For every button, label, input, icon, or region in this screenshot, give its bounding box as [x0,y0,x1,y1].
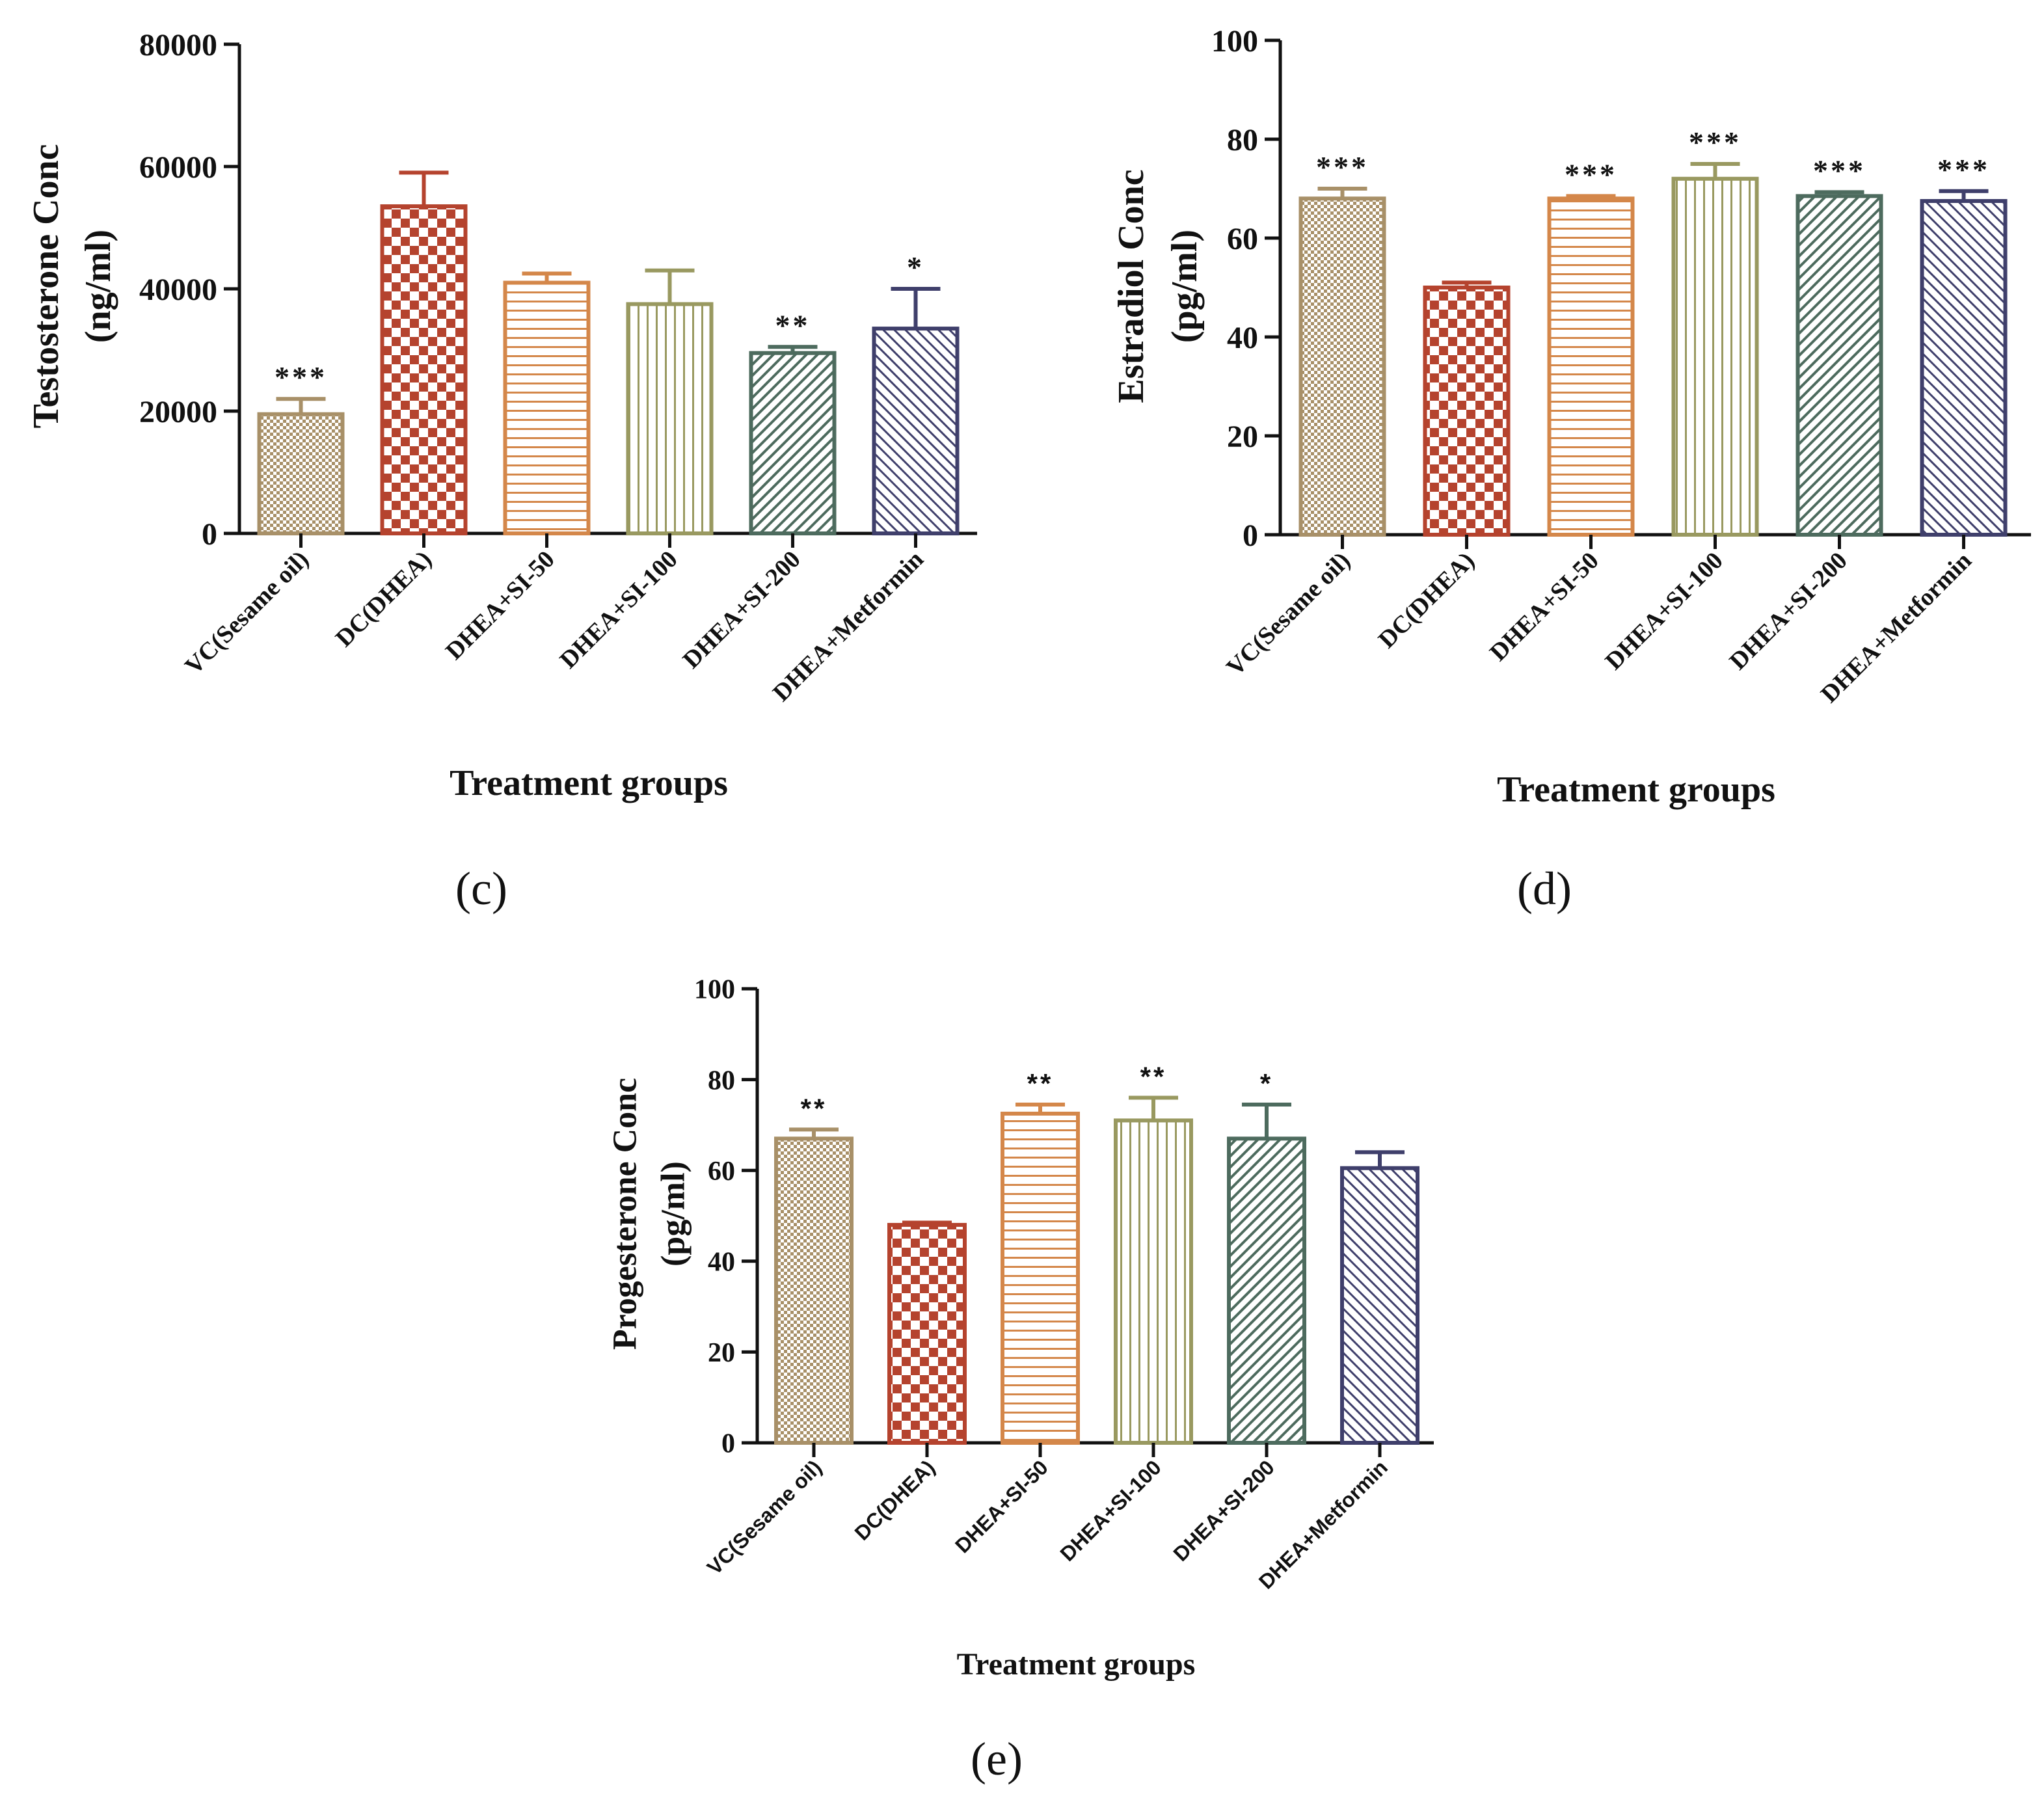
y-tick-label: 40 [708,1248,735,1278]
bar-metformin [1920,199,2008,537]
y-axis-label: Progesterone Conc [607,1078,644,1350]
category-label-dc: DC(DHEA) [330,546,437,652]
bar-si200 [1795,194,1883,537]
bar-dc [887,1222,967,1445]
panel-label-d: (d) [1517,863,1572,915]
x-axis-label: Treatment groups [957,1647,1196,1682]
category-label-dc: DC(DHEA) [1373,547,1480,654]
significance-si50: *** [1565,157,1617,191]
significance-si200: *** [1813,154,1866,187]
category-label-si200: DHEA+SI-200 [678,546,806,674]
category-label-vc: VC(Sesame oil) [703,1455,826,1579]
significance-si100: ** [1140,1062,1167,1092]
bar-si50 [1001,1111,1080,1445]
y-axis-unit: (ng/ml) [78,230,118,343]
bar-si200 [1227,1136,1306,1445]
category-label-si100: DHEA+SI-100 [1600,547,1728,675]
bar-si200 [749,351,837,535]
category-label-si200: DHEA+SI-200 [1725,547,1853,675]
bar-si50 [1547,196,1635,537]
y-tick-label: 0 [202,517,217,552]
category-label-si100: DHEA+SI-100 [1055,1455,1165,1565]
y-tick-label: 100 [1211,24,1258,59]
category-label-si50: DHEA+SI-50 [1485,547,1604,667]
y-tick-label: 80 [1227,123,1258,157]
y-tick-label: 80000 [139,28,217,62]
bar-si100 [626,302,714,535]
y-axis-label: Testosterone Conc [26,144,66,428]
x-axis-label: Treatment groups [1497,770,1775,810]
significance-si50: ** [1027,1068,1054,1099]
y-tick-label: 100 [694,975,735,1005]
chart-estradiol: 0 20 40 60 80 100 *** VC(Sesame oil) DC(DHEA) ***… [1111,24,2031,810]
category-label-si100: DHEA+SI-100 [555,546,683,674]
significance-metformin: * [907,250,924,284]
significance-si100: *** [1689,126,1741,159]
y-tick-label: 40000 [139,273,217,307]
bar-metformin [1340,1166,1419,1445]
bar-vc [1298,196,1386,537]
significance-vc: *** [1316,150,1369,183]
bar-metformin [872,327,960,535]
y-tick-label: 60 [708,1157,735,1187]
y-tick-label: 60 [1227,222,1258,256]
panel-label-c: (c) [455,863,507,915]
category-label-vc: VC(Sesame oil) [1221,547,1356,682]
y-tick-label: 80 [708,1066,735,1095]
significance-metformin: *** [1937,153,1990,186]
bar-vc [774,1136,854,1445]
significance-si200: ** [775,308,811,342]
x-axis-label: Treatment groups [450,763,728,803]
y-tick-label: 40 [1227,321,1258,355]
bar-si50 [503,280,591,535]
y-tick-label: 60000 [139,150,217,185]
y-axis-unit: (pg/ml) [655,1161,692,1267]
bar-vc [257,412,345,536]
y-tick-label: 20 [1227,420,1258,454]
category-label-si50: DHEA+SI-50 [950,1455,1053,1557]
bar-si100 [1671,176,1759,537]
category-label-si200: DHEA+SI-200 [1168,1455,1278,1565]
category-label-dc: DC(DHEA) [850,1455,939,1544]
significance-vc: ** [801,1093,827,1123]
category-label-vc: VC(Sesame oil) [180,546,314,680]
category-label-si50: DHEA+SI-50 [440,546,560,665]
category-label-metformin: DHEA+Metformin [1254,1455,1392,1593]
significance-si200: * [1260,1068,1273,1099]
bar-si100 [1114,1118,1193,1445]
y-tick-label: 0 [721,1429,735,1459]
significance-vc: *** [275,360,327,394]
chart-progesterone: 0 20 40 60 80 100 ** VC(Sesame oil) DC(DHEA) ** DH… [607,975,1434,1682]
y-axis-unit: (pg/ml) [1164,230,1205,343]
bar-dc [1423,286,1511,537]
y-tick-label: 20000 [139,395,217,429]
bar-dc [380,204,468,535]
panel-label-e: (e) [971,1733,1023,1785]
y-axis-label: Estradiol Conc [1111,169,1151,403]
y-tick-label: 0 [1243,518,1258,553]
y-tick-label: 20 [708,1338,735,1368]
